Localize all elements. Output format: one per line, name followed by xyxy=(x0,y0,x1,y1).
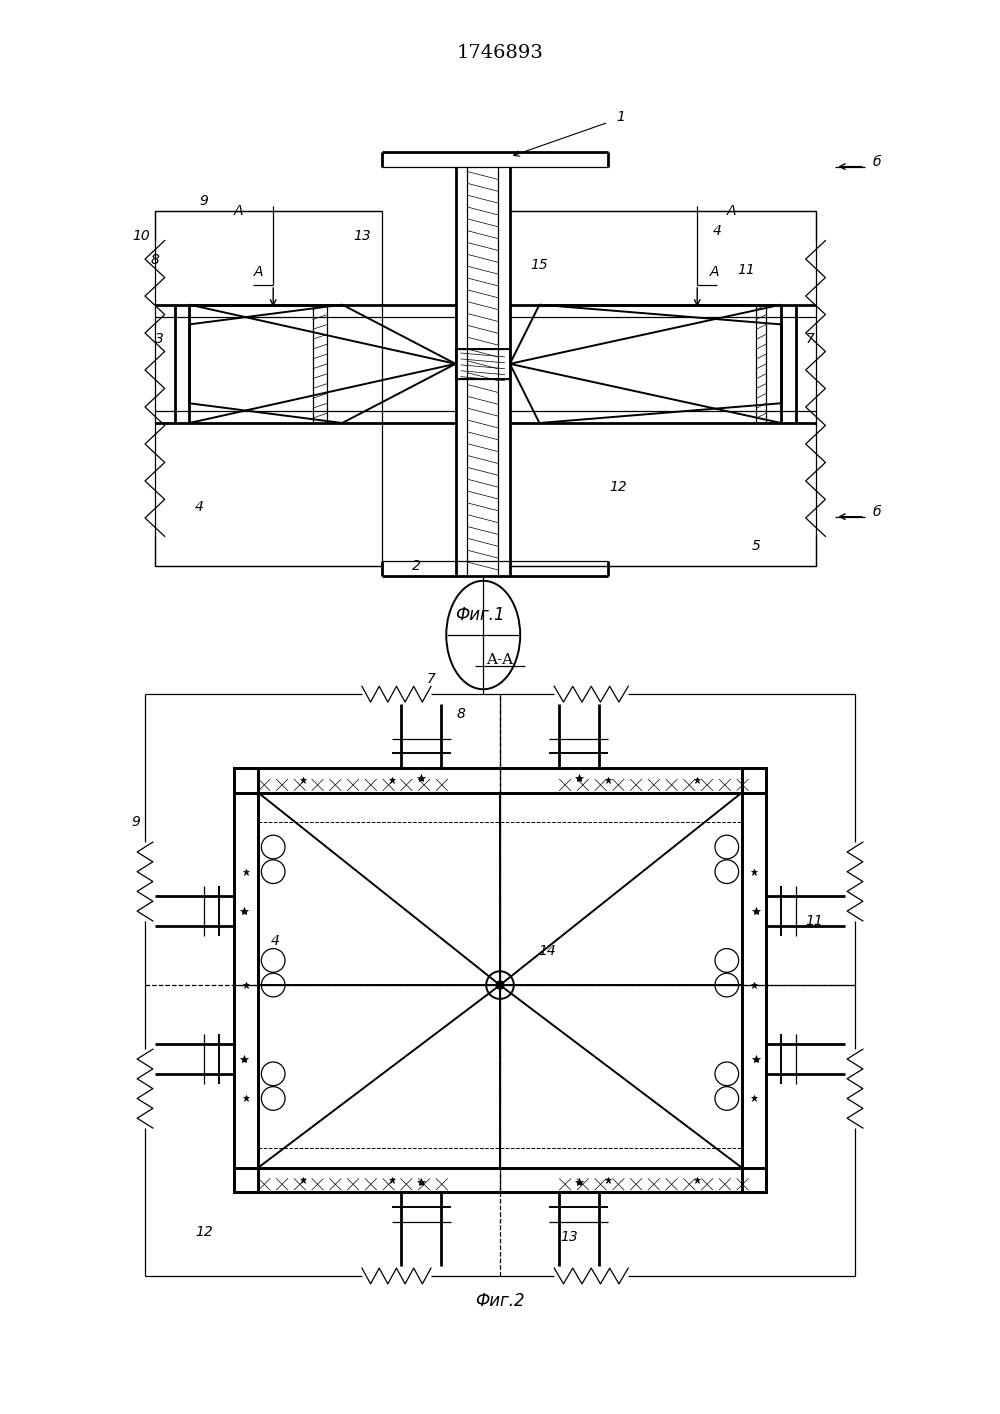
Text: 8: 8 xyxy=(456,707,465,721)
Text: 10: 10 xyxy=(132,229,150,243)
Text: 7: 7 xyxy=(427,673,435,686)
Text: 13: 13 xyxy=(560,1230,578,1243)
Text: 11: 11 xyxy=(806,913,823,928)
Text: 12: 12 xyxy=(195,1225,213,1239)
Text: Фиг.2: Фиг.2 xyxy=(475,1291,525,1309)
Text: 15: 15 xyxy=(531,259,548,273)
Text: 2: 2 xyxy=(412,559,421,573)
Text: 5: 5 xyxy=(752,539,761,553)
Text: A: A xyxy=(727,204,736,218)
Text: 9: 9 xyxy=(131,816,140,830)
Text: 7: 7 xyxy=(806,332,815,346)
Text: Фиг.1: Фиг.1 xyxy=(455,607,505,625)
Bar xyxy=(234,768,766,793)
Bar xyxy=(510,211,816,566)
Bar xyxy=(234,768,258,1192)
Text: A: A xyxy=(710,266,720,279)
Text: 13: 13 xyxy=(353,229,371,243)
Text: б: б xyxy=(873,505,881,519)
Bar xyxy=(234,1168,766,1192)
Text: 4: 4 xyxy=(271,933,280,947)
Text: 11: 11 xyxy=(738,263,755,277)
Text: 14: 14 xyxy=(538,943,556,957)
Bar xyxy=(742,768,766,1192)
Text: 9: 9 xyxy=(200,194,209,208)
Text: A: A xyxy=(234,204,243,218)
Text: 4: 4 xyxy=(713,223,721,238)
Text: A: A xyxy=(254,266,263,279)
Circle shape xyxy=(496,981,504,988)
Text: б: б xyxy=(873,154,881,168)
Bar xyxy=(456,349,510,379)
Text: 4: 4 xyxy=(195,499,204,513)
Text: 8: 8 xyxy=(150,253,159,267)
Bar xyxy=(155,211,382,566)
Text: 3: 3 xyxy=(155,332,164,346)
Text: A-A: A-A xyxy=(486,653,514,666)
Text: 1746893: 1746893 xyxy=(457,44,543,62)
Text: 1: 1 xyxy=(616,110,625,124)
Text: 12: 12 xyxy=(609,481,627,493)
